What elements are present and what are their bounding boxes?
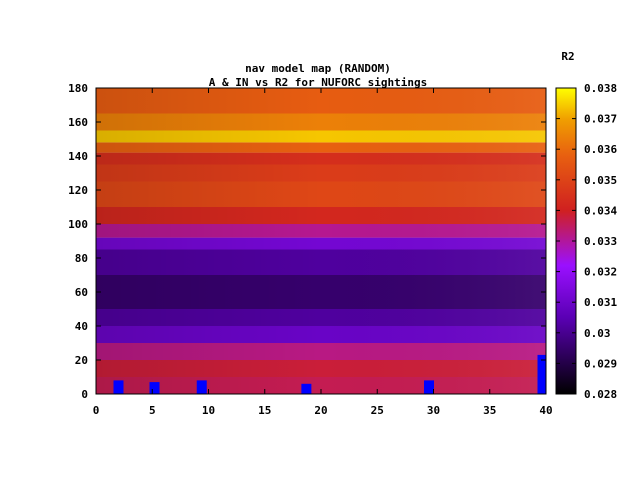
x-tick-label: 15: [258, 404, 271, 417]
x-tick-label: 35: [483, 404, 496, 417]
y-tick-label: 20: [75, 354, 88, 367]
x-tick-label: 10: [202, 404, 215, 417]
colorbar-tick-label: 0.038: [584, 82, 617, 95]
x-tick-label: 20: [314, 404, 327, 417]
markers: [113, 354, 546, 394]
colorbar-tick-label: 0.035: [584, 174, 617, 187]
y-tick-label: 40: [75, 320, 88, 333]
plot-shading: [96, 88, 546, 394]
x-tick-label: 40: [539, 404, 552, 417]
colorbar-tick-label: 0.036: [584, 143, 617, 156]
colorbar-axis: 0.028 0.029 0.03 0.031 0.032 0.033 0.034 0.035 0…: [556, 82, 617, 401]
chart-subtitle: A & IN vs R2 for NUFORC sightings: [209, 76, 428, 89]
y-tick-label: 80: [75, 252, 88, 265]
y-tick-label: 120: [68, 184, 88, 197]
colorbar-tick-label: 0.031: [584, 296, 617, 309]
y-tick-label: 140: [68, 150, 88, 163]
colorbar-label: R2: [561, 50, 574, 63]
y-tick-label: 60: [75, 286, 88, 299]
marker-bar: [196, 380, 207, 394]
y-tick-label: 180: [68, 82, 88, 95]
x-tick-label: 5: [149, 404, 156, 417]
colorbar-tick-label: 0.03: [584, 327, 611, 340]
marker-bar: [113, 380, 124, 394]
x-tick-label: 0: [93, 404, 100, 417]
chart-title: nav model map (RANDOM): [245, 62, 391, 75]
x-axis: 0 5 10 15 20 25 30 35 40: [93, 88, 553, 417]
y-tick-label: 0: [81, 388, 88, 401]
y-tick-label: 100: [68, 218, 88, 231]
colorbar-tick-label: 0.034: [584, 204, 617, 217]
x-tick-label: 25: [371, 404, 384, 417]
colorbar-tick-label: 0.033: [584, 235, 617, 248]
marker-bar: [424, 380, 434, 394]
x-tick-label: 30: [427, 404, 440, 417]
y-tick-label: 160: [68, 116, 88, 129]
marker-bar: [149, 382, 160, 394]
marker-bar: [301, 383, 312, 394]
colorbar-tick-label: 0.029: [584, 357, 617, 370]
marker-bar: [537, 354, 546, 394]
colorbar-tick-label: 0.028: [584, 388, 617, 401]
colorbar-tick-label: 0.037: [584, 113, 617, 126]
colorbar-tick-label: 0.032: [584, 266, 617, 279]
y-axis: 0 20 40 60 80 100 120 140 160 180: [68, 82, 546, 401]
